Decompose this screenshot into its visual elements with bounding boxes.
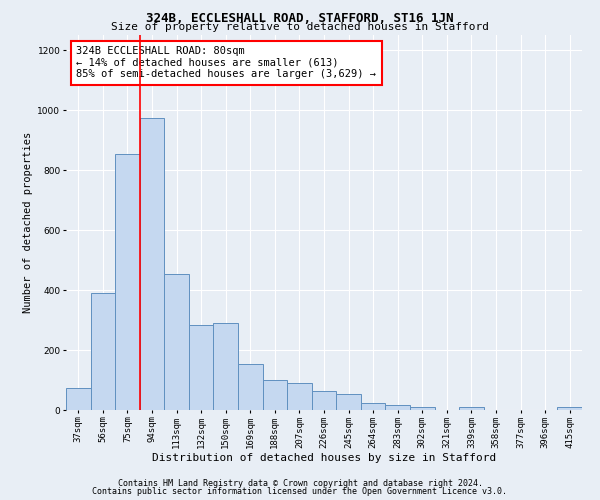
Bar (287, 383, 312, 410)
Bar (263, 380, 287, 410)
Bar (164, 274, 189, 410)
Bar (459, 407, 484, 410)
Bar (336, 394, 361, 410)
Bar (91, 293, 115, 410)
Bar (214, 323, 238, 410)
Text: Size of property relative to detached houses in Stafford: Size of property relative to detached ho… (111, 22, 489, 32)
Bar (115, 154, 140, 410)
X-axis label: Distribution of detached houses by size in Stafford: Distribution of detached houses by size … (152, 454, 496, 464)
Text: Contains HM Land Registry data © Crown copyright and database right 2024.: Contains HM Land Registry data © Crown c… (118, 478, 482, 488)
Bar (361, 402, 385, 410)
Bar (140, 118, 164, 410)
Y-axis label: Number of detached properties: Number of detached properties (23, 132, 33, 313)
Bar (410, 407, 434, 410)
Bar (189, 324, 214, 410)
Text: Contains public sector information licensed under the Open Government Licence v3: Contains public sector information licen… (92, 487, 508, 496)
Bar (385, 404, 410, 410)
Text: 324B, ECCLESHALL ROAD, STAFFORD, ST16 1JN: 324B, ECCLESHALL ROAD, STAFFORD, ST16 1J… (146, 12, 454, 26)
Bar (557, 407, 582, 410)
Text: 324B ECCLESHALL ROAD: 80sqm
← 14% of detached houses are smaller (613)
85% of se: 324B ECCLESHALL ROAD: 80sqm ← 14% of det… (76, 46, 376, 80)
Bar (312, 390, 336, 410)
Bar (238, 364, 263, 410)
Bar (66, 388, 91, 410)
